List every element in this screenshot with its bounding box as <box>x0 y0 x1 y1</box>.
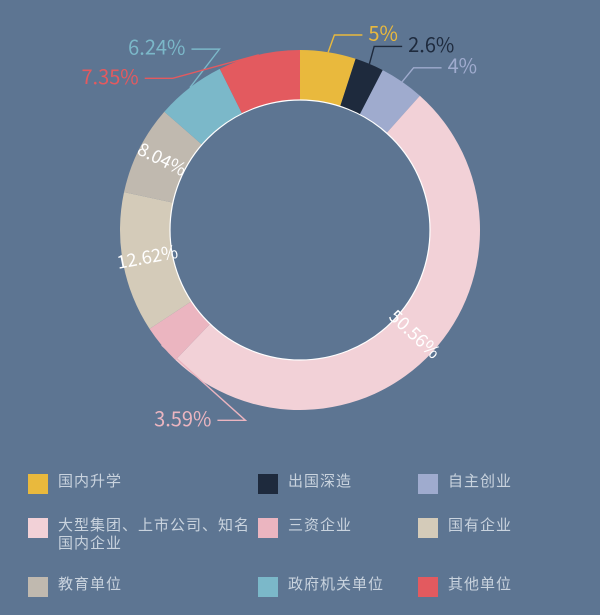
legend-item-state-owned: 国有企业 <box>418 516 578 554</box>
legend-item-three-capital: 三资企业 <box>258 516 418 554</box>
legend-label-other: 其他单位 <box>448 575 512 594</box>
legend-label-three-capital: 三资企业 <box>288 516 352 535</box>
legend: 国内升学 出国深造 自主创业大型集团、上市公司、知名国内企业 三资企业 国有企业教育单位… <box>28 472 576 598</box>
legend-item-study-abroad: 出国深造 <box>258 472 418 494</box>
legend-item-self-startup: 自主创业 <box>418 472 578 494</box>
legend-swatch-big-corp <box>28 518 48 538</box>
slice-label-other: 7.35% <box>81 61 138 90</box>
legend-label-domestic-study: 国内升学 <box>58 472 122 491</box>
slice-label-government: 6.24% <box>128 32 185 61</box>
legend-swatch-government <box>258 577 278 597</box>
legend-item-other: 其他单位 <box>418 575 578 597</box>
legend-swatch-education <box>28 577 48 597</box>
legend-label-study-abroad: 出国深造 <box>288 472 352 491</box>
legend-item-big-corp: 大型集团、上市公司、知名国内企业 <box>28 516 258 554</box>
legend-label-government: 政府机关单位 <box>288 575 384 594</box>
legend-label-state-owned: 国有企业 <box>448 516 512 535</box>
slice-big-corp <box>175 96 480 410</box>
slice-label-three-capital: 3.59% <box>154 403 211 432</box>
legend-swatch-state-owned <box>418 518 438 538</box>
legend-item-domestic-study: 国内升学 <box>28 472 258 494</box>
legend-swatch-domestic-study <box>28 474 48 494</box>
legend-swatch-study-abroad <box>258 474 278 494</box>
legend-item-education: 教育单位 <box>28 575 258 597</box>
slice-label-self-startup: 4% <box>448 50 478 79</box>
legend-label-self-startup: 自主创业 <box>448 472 512 491</box>
legend-label-education: 教育单位 <box>58 575 122 594</box>
legend-item-government: 政府机关单位 <box>258 575 418 597</box>
legend-swatch-other <box>418 577 438 597</box>
legend-swatch-self-startup <box>418 474 438 494</box>
slice-label-domestic-study: 5% <box>368 17 398 46</box>
legend-swatch-three-capital <box>258 518 278 538</box>
legend-label-big-corp: 大型集团、上市公司、知名国内企业 <box>58 516 258 554</box>
donut-chart: 5%2.6%4%50.56%3.59%12.62%8.04%6.24%7.35% <box>0 0 600 465</box>
